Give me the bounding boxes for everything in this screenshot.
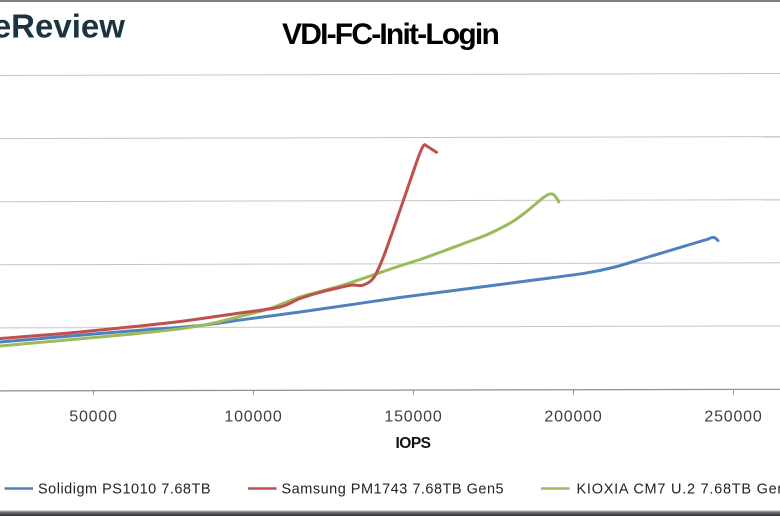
svg-text:100000: 100000 [224, 409, 282, 426]
svg-text:KIOXIA CM7 U.2 7.68TB Gen5: KIOXIA CM7 U.2 7.68TB Gen5 [577, 482, 780, 498]
svg-text:Solidigm PS1010 7.68TB: Solidigm PS1010 7.68TB [38, 482, 211, 498]
svg-text:150000: 150000 [384, 409, 442, 426]
svg-text:200000: 200000 [544, 409, 602, 426]
svg-text:VDI-FC-Init-Login: VDI-FC-Init-Login [282, 18, 498, 51]
svg-text:IOPS: IOPS [395, 435, 430, 452]
svg-text:50000: 50000 [69, 409, 118, 426]
svg-text:eReview: eReview [0, 8, 125, 45]
svg-text:250000: 250000 [704, 409, 762, 426]
svg-text:Samsung PM1743 7.68TB Gen5: Samsung PM1743 7.68TB Gen5 [282, 482, 505, 498]
